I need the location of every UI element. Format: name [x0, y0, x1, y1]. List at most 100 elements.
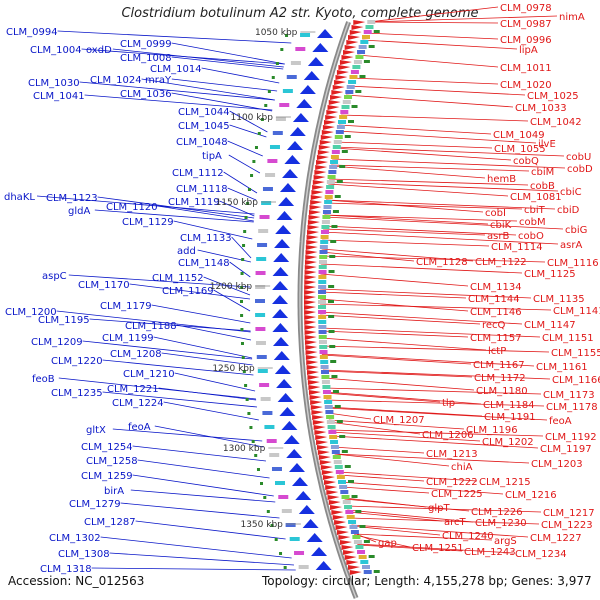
right-connector: [338, 474, 425, 482]
green-feature: [267, 90, 271, 93]
gene-block: [319, 245, 328, 249]
left-connector: [223, 171, 258, 194]
right-connector: [320, 314, 481, 325]
right-gene-label: lipA: [519, 45, 538, 56]
right-gene-label: argS: [494, 536, 517, 547]
gene-block: [278, 495, 289, 499]
reverse-gene-arrow: [288, 463, 305, 472]
right-connector: [321, 345, 550, 353]
right-gene-label: CLM_1197: [540, 444, 592, 455]
gene-block: [358, 555, 367, 559]
gene-block: [357, 550, 366, 554]
forward-gene-arrow: [320, 465, 333, 470]
left-gene-label: CLM_1308: [58, 549, 110, 560]
green-feature: [274, 538, 278, 541]
green-feature: [247, 412, 251, 415]
gene-block: [363, 30, 372, 34]
left-gene-label: tipA: [202, 151, 222, 162]
right-connector: [320, 273, 469, 287]
gene-block: [325, 410, 334, 414]
gene-block: [353, 540, 362, 544]
forward-gene-arrow: [318, 145, 331, 150]
left-gene-label: feoA: [128, 422, 151, 433]
right-gene-label: cobM: [519, 217, 546, 228]
left-gene-label: feoB: [32, 374, 55, 385]
forward-gene-arrow: [331, 510, 344, 515]
green-feature: [244, 384, 248, 387]
left-connector: [132, 474, 274, 497]
reverse-gene-arrow: [278, 197, 295, 206]
right-connector: [323, 228, 486, 236]
forward-gene-arrow: [312, 420, 325, 425]
right-connector: [333, 446, 425, 454]
gene-block: [340, 490, 349, 494]
left-connector: [82, 340, 253, 360]
forward-gene-arrow: [307, 225, 320, 230]
left-connector: [132, 445, 267, 462]
right-connector: [326, 199, 484, 213]
right-gene-label: cbiT: [524, 205, 546, 216]
gene-block: [300, 33, 311, 37]
forward-gene-arrow: [343, 50, 356, 55]
gene-block: [275, 481, 285, 485]
forward-gene-arrow: [348, 565, 361, 570]
forward-gene-arrow: [304, 270, 317, 275]
gene-block: [318, 330, 327, 334]
left-connector: [112, 428, 263, 442]
gene-block: [290, 61, 301, 65]
right-connector: [364, 32, 499, 40]
right-connector: [341, 486, 430, 494]
right-gene-label: CLM_1141: [553, 306, 600, 317]
green-feature: [368, 45, 375, 48]
right-connector: [354, 534, 411, 548]
left-connector: [130, 489, 276, 503]
green-feature: [355, 90, 362, 93]
left-gene-label: CLM_1220: [51, 356, 103, 367]
gene-block: [336, 475, 345, 479]
reverse-gene-arrow: [272, 281, 289, 290]
right-connector: [362, 39, 518, 50]
right-gene-label: CLM_1157: [470, 333, 522, 344]
gene-block: [358, 45, 367, 49]
green-feature: [328, 330, 335, 333]
right-connector: [335, 141, 493, 149]
left-connector: [91, 567, 296, 571]
right-connector: [357, 544, 463, 552]
right-connector: [320, 337, 487, 351]
right-gene-label: CLM_1128: [416, 257, 468, 268]
left-gene-label: CLM_1259: [81, 471, 133, 482]
gene-block: [318, 260, 327, 264]
forward-gene-arrow: [316, 155, 329, 160]
green-feature: [334, 405, 341, 408]
right-gene-label: CLM_1180: [476, 386, 528, 397]
green-feature: [331, 225, 338, 228]
gene-block: [295, 47, 306, 51]
gene-block: [318, 270, 327, 274]
reverse-gene-arrow: [275, 225, 292, 234]
right-connector: [326, 399, 545, 407]
forward-gene-arrow: [335, 525, 348, 530]
green-feature: [348, 480, 354, 483]
forward-gene-arrow: [312, 185, 325, 190]
left-gene-label: CLM_1200: [5, 307, 57, 318]
forward-gene-arrow: [304, 320, 317, 325]
gene-block: [320, 365, 329, 369]
gene-block: [322, 215, 331, 219]
gene-block: [341, 495, 350, 499]
right-gene-label: recQ: [482, 320, 506, 331]
right-gene-label: CLM_1225: [431, 489, 483, 500]
forward-gene-arrow: [319, 460, 332, 465]
gene-block: [319, 250, 328, 254]
gene-block: [318, 320, 327, 324]
gene-block: [355, 55, 364, 59]
gene-block: [262, 411, 273, 415]
left-connector: [171, 42, 285, 65]
left-gene-label: CLM_1030: [28, 78, 80, 89]
right-connector: [320, 330, 469, 338]
green-feature: [336, 420, 343, 423]
right-gene-label: CLM_1042: [530, 117, 582, 128]
left-connector: [97, 196, 255, 219]
gene-block: [260, 397, 271, 401]
right-gene-label: CLM_1049: [493, 130, 545, 141]
green-feature: [242, 244, 246, 247]
